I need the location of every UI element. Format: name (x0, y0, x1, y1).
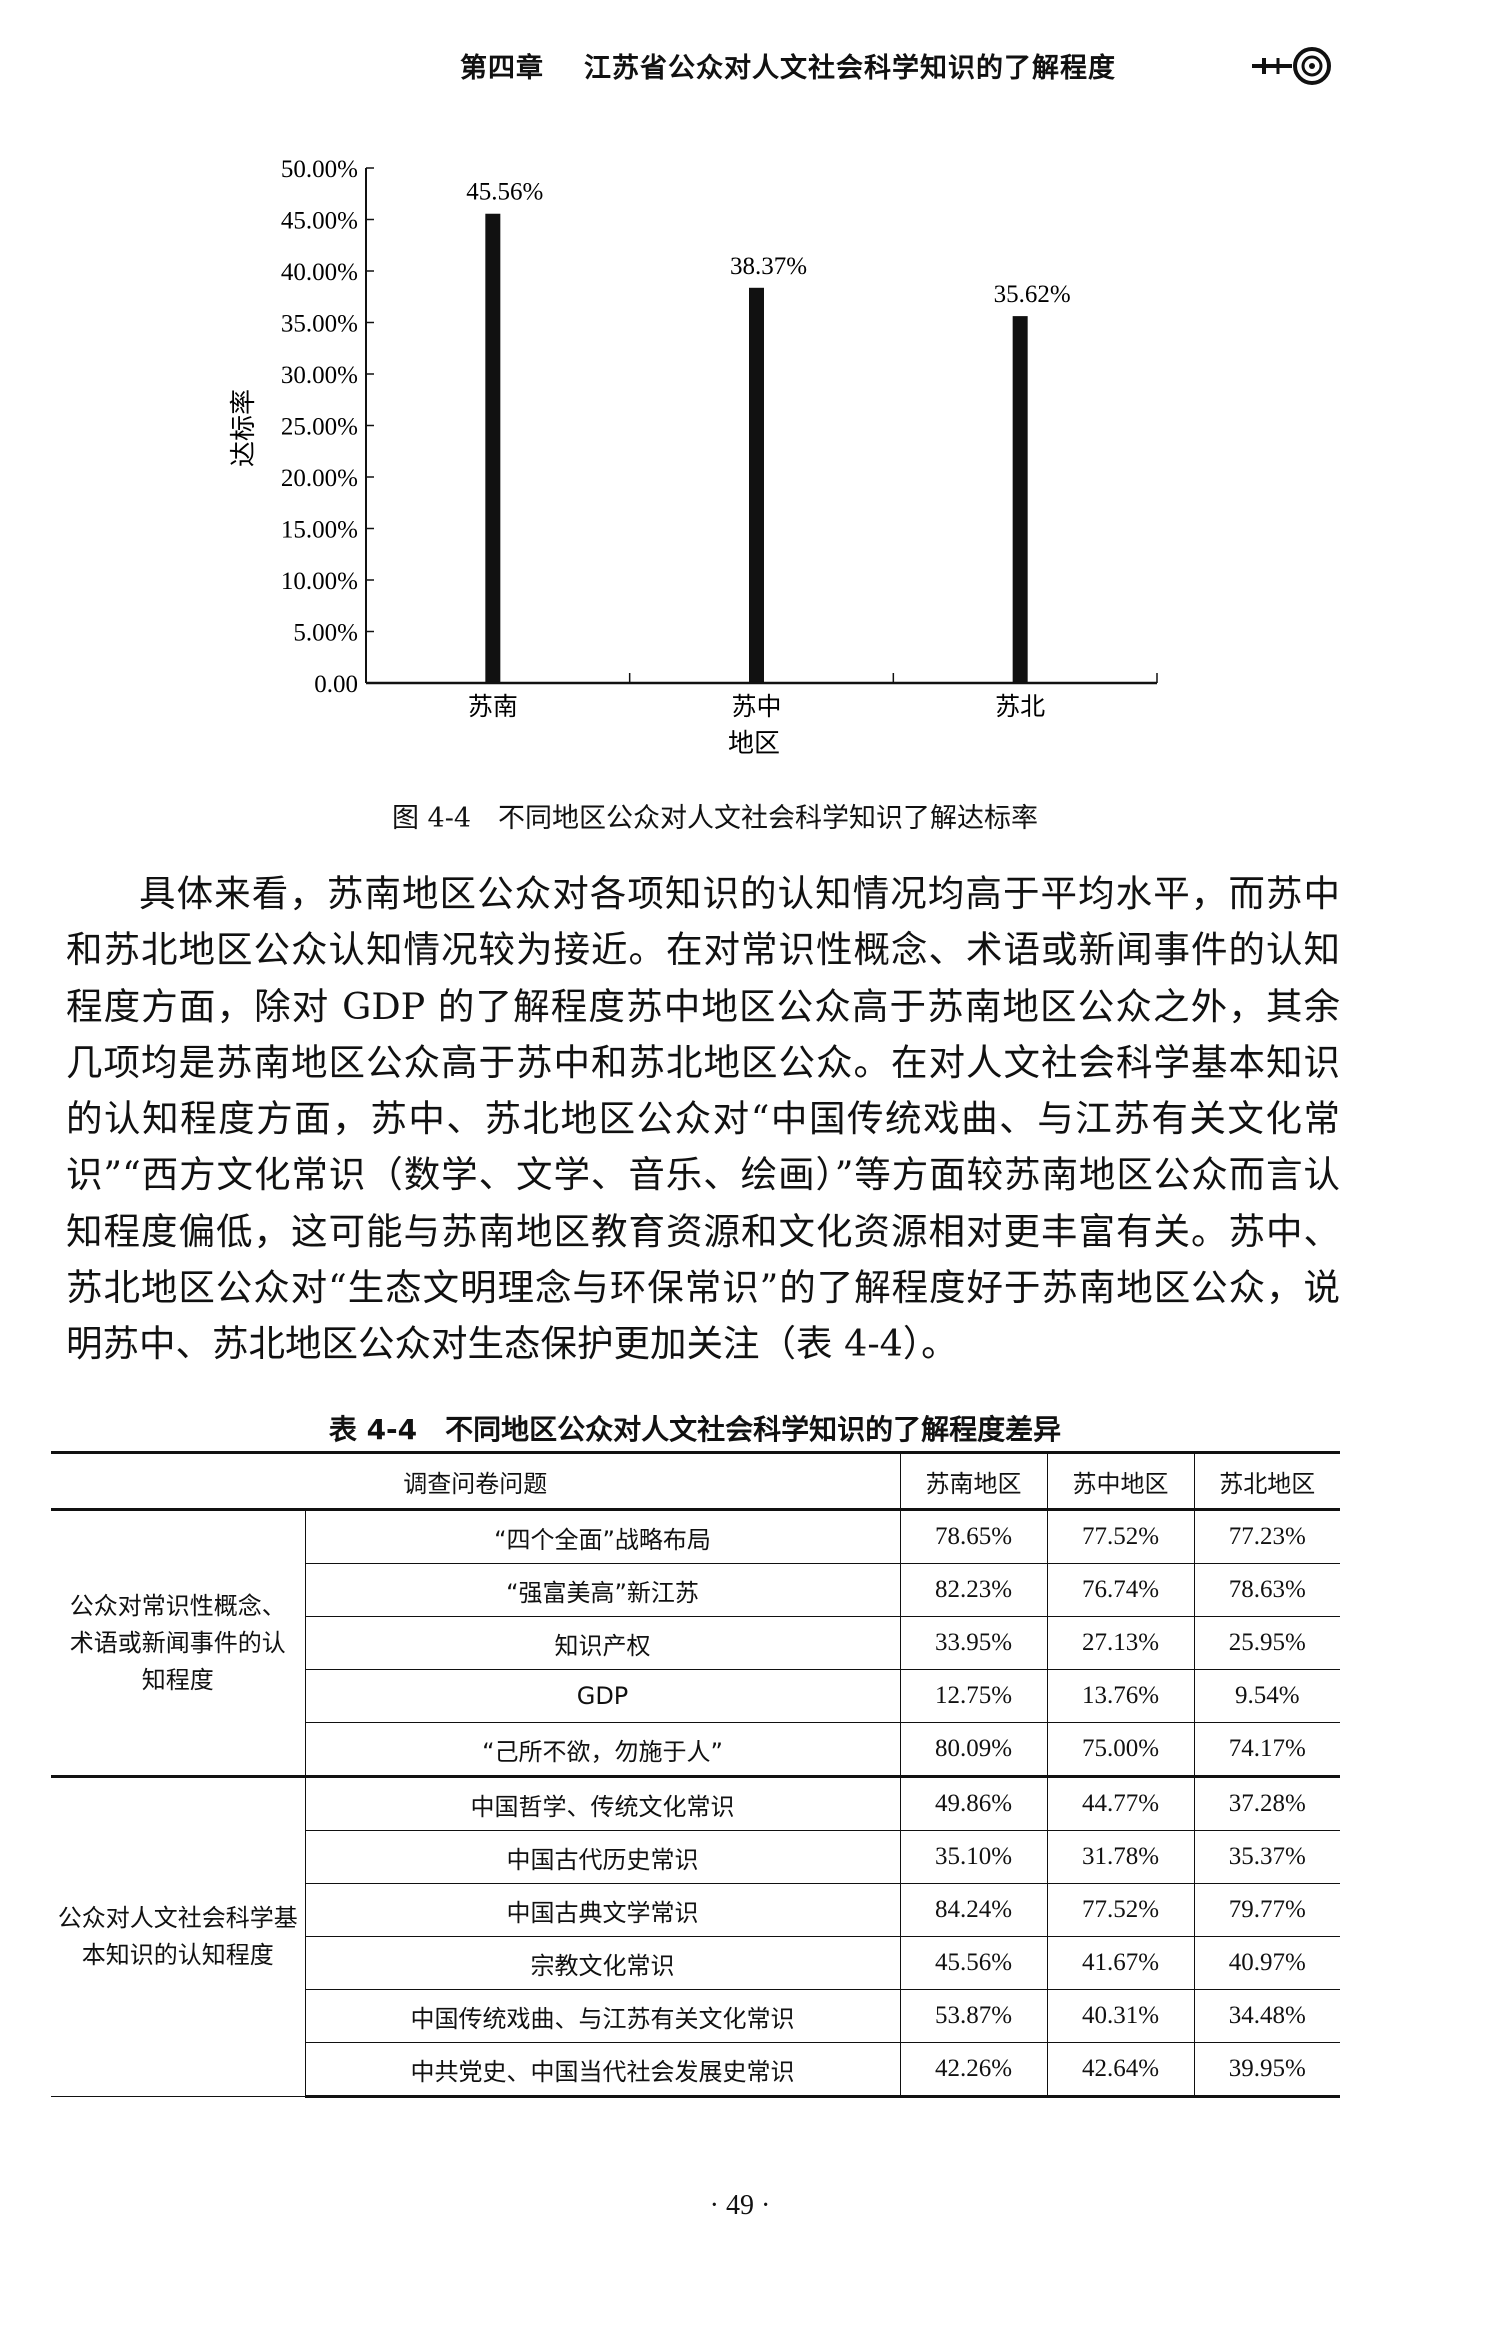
table-row: 中国古代历史常识 35.10% 31.78% 35.37% (51, 1830, 1340, 1884)
y-axis-title: 达标率 (229, 389, 259, 467)
chapter-label: 第四章 (460, 53, 544, 84)
group-label: 公众对人文社会科学基本知识的认知程度 (51, 1775, 306, 2097)
value-cell: 75.00% (1046, 1722, 1195, 1777)
group-label: 公众对常识性概念、术语或新闻事件的认知程度 (51, 1508, 306, 1777)
question-cell: GDP (305, 1669, 901, 1723)
question-cell: “四个全面”战略布局 (304, 1508, 901, 1564)
value-cell: 34.48% (1193, 1989, 1340, 2043)
value-cell: 25.95% (1193, 1616, 1340, 1670)
header-subei: 苏北地区 (1193, 1451, 1340, 1511)
running-header: 第四章 江苏省公众对人文社会科学知识的了解程度 (460, 46, 1116, 85)
y-tick-label: 40.00% (281, 259, 358, 286)
bar (1012, 316, 1028, 683)
header-question: 调查问卷问题 (51, 1451, 901, 1511)
value-cell: 35.37% (1193, 1830, 1340, 1884)
table-row: 宗教文化常识 45.56% 41.67% 40.97% (51, 1936, 1340, 1990)
category-label: 苏南 (468, 692, 518, 721)
y-tick-label: 0.00 (314, 671, 358, 698)
y-tick-label: 10.00% (281, 568, 358, 595)
y-tick-label: 30.00% (281, 362, 358, 389)
question-cell: 中国古典文学常识 (305, 1883, 901, 1937)
value-cell: 40.97% (1193, 1936, 1340, 1990)
chapter-title: 江苏省公众对人文社会科学知识的了解程度 (584, 53, 1116, 84)
value-cell: 80.09% (899, 1722, 1048, 1777)
bar-chart: 0.00 5.00% 10.00% 15.00% 20.00% 25.00% 30.00% 3… (229, 156, 1158, 759)
value-cell: 39.95% (1193, 2042, 1340, 2098)
value-cell: 41.67% (1046, 1936, 1195, 1990)
y-tick-label: 35.00% (281, 311, 358, 338)
data-label: 38.37% (730, 253, 807, 280)
page-number: · 49 · (709, 2190, 771, 2221)
question-cell: 中国传统戏曲、与江苏有关文化常识 (305, 1989, 901, 2043)
table-row: 中共党史、中国当代社会发展史常识 42.26% 42.64% 39.95% (51, 2042, 1340, 2098)
table-row: 公众对人文社会科学基本知识的认知程度 中国哲学、传统文化常识 49.86% 44.77… (51, 1775, 1340, 2097)
question-cell: 宗教文化常识 (305, 1936, 901, 1990)
value-cell: 49.86% (899, 1775, 1048, 1831)
data-label: 35.62% (994, 281, 1071, 308)
table-header-row: 调查问卷问题 苏南地区 苏中地区 苏北地区 (51, 1451, 1340, 1511)
value-cell: 27.13% (1046, 1616, 1195, 1670)
value-cell: 42.64% (1046, 2042, 1195, 2098)
y-tick-label: 15.00% (281, 517, 358, 544)
value-cell: 45.56% (899, 1936, 1048, 1990)
value-cell: 78.63% (1193, 1563, 1340, 1617)
value-cell: 9.54% (1193, 1669, 1340, 1723)
table-row: 公众对常识性概念、术语或新闻事件的认知程度 “四个全面”战略布局 78.65% 77.… (51, 1508, 1340, 1777)
table-title: 表 4-4 不同地区公众对人文社会科学知识的了解程度差异 (328, 1413, 1062, 1446)
table-row: 中国古典文学常识 84.24% 77.52% 79.77% (51, 1883, 1340, 1937)
value-cell: 84.24% (899, 1883, 1048, 1937)
category-label: 苏北 (995, 692, 1045, 721)
value-cell: 74.17% (1193, 1722, 1340, 1777)
table-row: 知识产权 33.95% 27.13% 25.95% (51, 1616, 1340, 1670)
value-cell: 77.23% (1193, 1508, 1340, 1564)
data-table: 调查问卷问题 苏南地区 苏中地区 苏北地区 公众对常识性概念、术语或新闻事件的认… (51, 1451, 1340, 2098)
y-tick-label: 45.00% (281, 208, 358, 235)
value-cell: 44.77% (1046, 1775, 1195, 1831)
question-cell: 中国古代历史常识 (305, 1830, 901, 1884)
value-cell: 76.74% (1046, 1563, 1195, 1617)
header-suzhong: 苏中地区 (1046, 1451, 1195, 1511)
question-cell: 知识产权 (305, 1616, 901, 1670)
bar (749, 287, 764, 683)
question-cell: 中国哲学、传统文化常识 (304, 1775, 901, 1831)
figure-caption: 图 4-4 不同地区公众对人文社会科学知识了解达标率 (391, 803, 1039, 834)
y-tick-label: 20.00% (281, 465, 358, 492)
value-cell: 53.87% (899, 1989, 1048, 2043)
question-cell: “己所不欲，勿施于人” (305, 1722, 901, 1777)
value-cell: 77.52% (1046, 1508, 1195, 1564)
question-cell: 中共党史、中国当代社会发展史常识 (305, 2042, 901, 2098)
value-cell: 37.28% (1193, 1775, 1340, 1831)
y-tick-label: 5.00% (293, 620, 358, 647)
value-cell: 42.26% (899, 2042, 1048, 2098)
value-cell: 77.52% (1046, 1883, 1195, 1937)
category-label: 苏中 (731, 692, 781, 721)
bar (485, 213, 501, 683)
value-cell: 78.65% (899, 1508, 1048, 1564)
x-axis-title: 地区 (728, 729, 780, 759)
value-cell: 13.76% (1046, 1669, 1195, 1723)
header-sunan: 苏南地区 (899, 1451, 1048, 1511)
y-tick-label: 25.00% (281, 414, 358, 441)
value-cell: 40.31% (1046, 1989, 1195, 2043)
question-cell: “强富美高”新江苏 (305, 1563, 901, 1617)
value-cell: 35.10% (899, 1830, 1048, 1884)
value-cell: 79.77% (1193, 1883, 1340, 1937)
body-paragraph: 具体来看，苏南地区公众对各项知识的认知情况均高于平均水平，而苏中和苏北地区公众认… (66, 872, 1340, 1366)
table-row: 中国传统戏曲、与江苏有关文化常识 53.87% 40.31% 34.48% (51, 1989, 1340, 2043)
ornament-icon (1252, 47, 1331, 85)
value-cell: 31.78% (1046, 1830, 1195, 1884)
value-cell: 33.95% (899, 1616, 1048, 1670)
value-cell: 82.23% (899, 1563, 1048, 1617)
value-cell: 12.75% (899, 1669, 1048, 1723)
y-tick-label: 50.00% (281, 156, 358, 183)
data-label: 45.56% (466, 179, 543, 206)
